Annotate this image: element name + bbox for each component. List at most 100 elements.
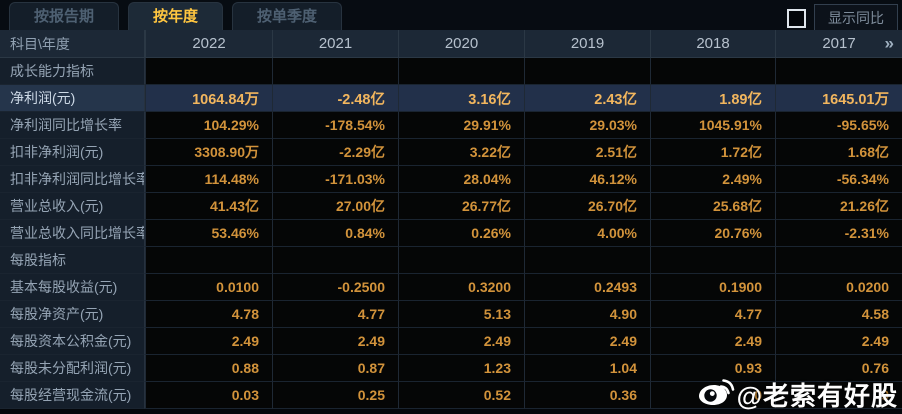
year-header: 2022 bbox=[145, 30, 272, 58]
value-cell: 46.12% bbox=[524, 166, 650, 193]
value-cell: 29.03% bbox=[524, 112, 650, 139]
value-cell: 114.48% bbox=[145, 166, 272, 193]
value-cell: 1.04 bbox=[524, 355, 650, 382]
corner-label: 科目\年度 bbox=[0, 30, 145, 58]
value-cell: 3.16亿 bbox=[398, 85, 524, 112]
value-cell bbox=[650, 58, 775, 85]
value-cell bbox=[650, 247, 775, 274]
more-columns-icon[interactable]: » bbox=[884, 33, 894, 53]
value-cell: 2.49 bbox=[272, 328, 398, 355]
value-cell bbox=[398, 58, 524, 85]
table-row[interactable]: 营业总收入(元) 41.43亿 27.00亿 26.77亿 26.70亿 25.68亿 21… bbox=[0, 193, 902, 220]
section-row: 成长能力指标 bbox=[0, 58, 902, 85]
value-cell: 1645.01万 bbox=[775, 85, 902, 112]
value-cell: 0.36 bbox=[524, 382, 650, 409]
value-cell: 4.90 bbox=[524, 301, 650, 328]
value-cell: 0.52 bbox=[398, 382, 524, 409]
value-cell: 0.0100 bbox=[145, 274, 272, 301]
value-cell: 4.58 bbox=[775, 301, 902, 328]
value-cell: 2.49 bbox=[650, 328, 775, 355]
value-cell: 0.84% bbox=[272, 220, 398, 247]
row-label: 每股净资产(元) bbox=[0, 301, 145, 328]
value-cell: 2.49% bbox=[650, 166, 775, 193]
value-cell bbox=[398, 247, 524, 274]
show-yoy-checkbox[interactable] bbox=[787, 8, 806, 28]
value-cell: 0.03 bbox=[145, 382, 272, 409]
value-cell: -2.31% bbox=[775, 220, 902, 247]
yoy-controls: 显示同比 bbox=[787, 4, 898, 32]
year-header: 2017» bbox=[775, 30, 902, 58]
value-cell: 27.00亿 bbox=[272, 193, 398, 220]
value-cell: -0.2500 bbox=[272, 274, 398, 301]
year-header: 2019 bbox=[524, 30, 650, 58]
row-label: 扣非净利润(元) bbox=[0, 139, 145, 166]
value-cell: 104.29% bbox=[145, 112, 272, 139]
value-cell: 0.26% bbox=[398, 220, 524, 247]
value-cell: 1.68亿 bbox=[775, 139, 902, 166]
value-cell: 3.22亿 bbox=[398, 139, 524, 166]
value-cell: 28.04% bbox=[398, 166, 524, 193]
value-cell bbox=[272, 247, 398, 274]
financial-table: 科目\年度 2022 2021 2020 2019 2018 2017» 成长能力指标 净利… bbox=[0, 30, 902, 409]
value-cell: -56.34% bbox=[775, 166, 902, 193]
table-row[interactable]: 营业总收入同比增长率 53.46% 0.84% 0.26% 4.00% 20.76% -2.… bbox=[0, 220, 902, 247]
value-cell bbox=[524, 247, 650, 274]
table-row[interactable]: 基本每股收益(元) 0.0100 -0.2500 0.3200 0.2493 0.1900… bbox=[0, 274, 902, 301]
tab-2[interactable]: 按单季度 bbox=[232, 2, 343, 30]
value-cell: 5.13 bbox=[398, 301, 524, 328]
value-cell: -2.29亿 bbox=[272, 139, 398, 166]
row-label: 营业总收入同比增长率 bbox=[0, 220, 145, 247]
row-label: 成长能力指标 bbox=[0, 58, 145, 85]
row-label: 基本每股收益(元) bbox=[0, 274, 145, 301]
value-cell: 3308.90万 bbox=[145, 139, 272, 166]
value-cell: 0.0200 bbox=[775, 274, 902, 301]
tab-0[interactable]: 按报告期 bbox=[9, 2, 120, 30]
value-cell: 4.77 bbox=[650, 301, 775, 328]
row-label: 每股指标 bbox=[0, 247, 145, 274]
table-row[interactable]: 每股资本公积金(元) 2.49 2.49 2.49 2.49 2.49 2.49 bbox=[0, 328, 902, 355]
value-cell: 0.1900 bbox=[650, 274, 775, 301]
table-row[interactable]: 每股净资产(元) 4.78 4.77 5.13 4.90 4.77 4.58 bbox=[0, 301, 902, 328]
value-cell bbox=[524, 58, 650, 85]
row-label: 每股资本公积金(元) bbox=[0, 328, 145, 355]
value-cell: 25.68亿 bbox=[650, 193, 775, 220]
table-row[interactable]: 净利润同比增长率 104.29% -178.54% 29.91% 29.03% 1045.… bbox=[0, 112, 902, 139]
show-yoy-label[interactable]: 显示同比 bbox=[814, 4, 898, 32]
table-row[interactable]: 扣非净利润(元) 3308.90万 -2.29亿 3.22亿 2.51亿 1.72亿 1.6… bbox=[0, 139, 902, 166]
table-header-row: 科目\年度 2022 2021 2020 2019 2018 2017» bbox=[0, 30, 902, 58]
value-cell: 0.88 bbox=[145, 355, 272, 382]
value-cell: 4.77 bbox=[272, 301, 398, 328]
row-label: 净利润同比增长率 bbox=[0, 112, 145, 139]
value-cell: 2.43亿 bbox=[524, 85, 650, 112]
value-cell: 21.26亿 bbox=[775, 193, 902, 220]
value-cell: 2.51亿 bbox=[524, 139, 650, 166]
year-header: 2021 bbox=[272, 30, 398, 58]
table-row[interactable]: 扣非净利润同比增长率 114.48% -171.03% 28.04% 46.12% 2.4… bbox=[0, 166, 902, 193]
value-cell: 2.49 bbox=[145, 328, 272, 355]
value-cell: -178.54% bbox=[272, 112, 398, 139]
table-row[interactable]: 每股经营现金流(元) 0.03 0.25 0.52 0.36 0 9 bbox=[0, 382, 902, 409]
value-cell: 0.76 bbox=[775, 355, 902, 382]
table-row[interactable]: 净利润(元) 1064.84万 -2.48亿 3.16亿 2.43亿 1.89亿 1645.… bbox=[0, 85, 902, 112]
value-cell: 0.87 bbox=[272, 355, 398, 382]
table-body: 成长能力指标 净利润(元) 1064.84万 -2.48亿 3.16亿 2.43亿 1.89… bbox=[0, 58, 902, 409]
tab-1[interactable]: 按年度 bbox=[128, 2, 224, 30]
value-cell: 0.93 bbox=[650, 355, 775, 382]
value-cell: 1.23 bbox=[398, 355, 524, 382]
value-cell: 41.43亿 bbox=[145, 193, 272, 220]
value-cell: 0 bbox=[650, 382, 775, 409]
section-row: 每股指标 bbox=[0, 247, 902, 274]
value-cell: 26.77亿 bbox=[398, 193, 524, 220]
row-label: 营业总收入(元) bbox=[0, 193, 145, 220]
value-cell bbox=[775, 247, 902, 274]
value-cell: 2.49 bbox=[775, 328, 902, 355]
year-header: 2018 bbox=[650, 30, 775, 58]
row-label: 每股经营现金流(元) bbox=[0, 382, 145, 409]
row-label: 每股未分配利润(元) bbox=[0, 355, 145, 382]
value-cell: 0.3200 bbox=[398, 274, 524, 301]
value-cell: 1.72亿 bbox=[650, 139, 775, 166]
value-cell: 9 bbox=[775, 382, 902, 409]
row-label: 净利润(元) bbox=[0, 85, 145, 112]
table-row[interactable]: 每股未分配利润(元) 0.88 0.87 1.23 1.04 0.93 0.76 bbox=[0, 355, 902, 382]
